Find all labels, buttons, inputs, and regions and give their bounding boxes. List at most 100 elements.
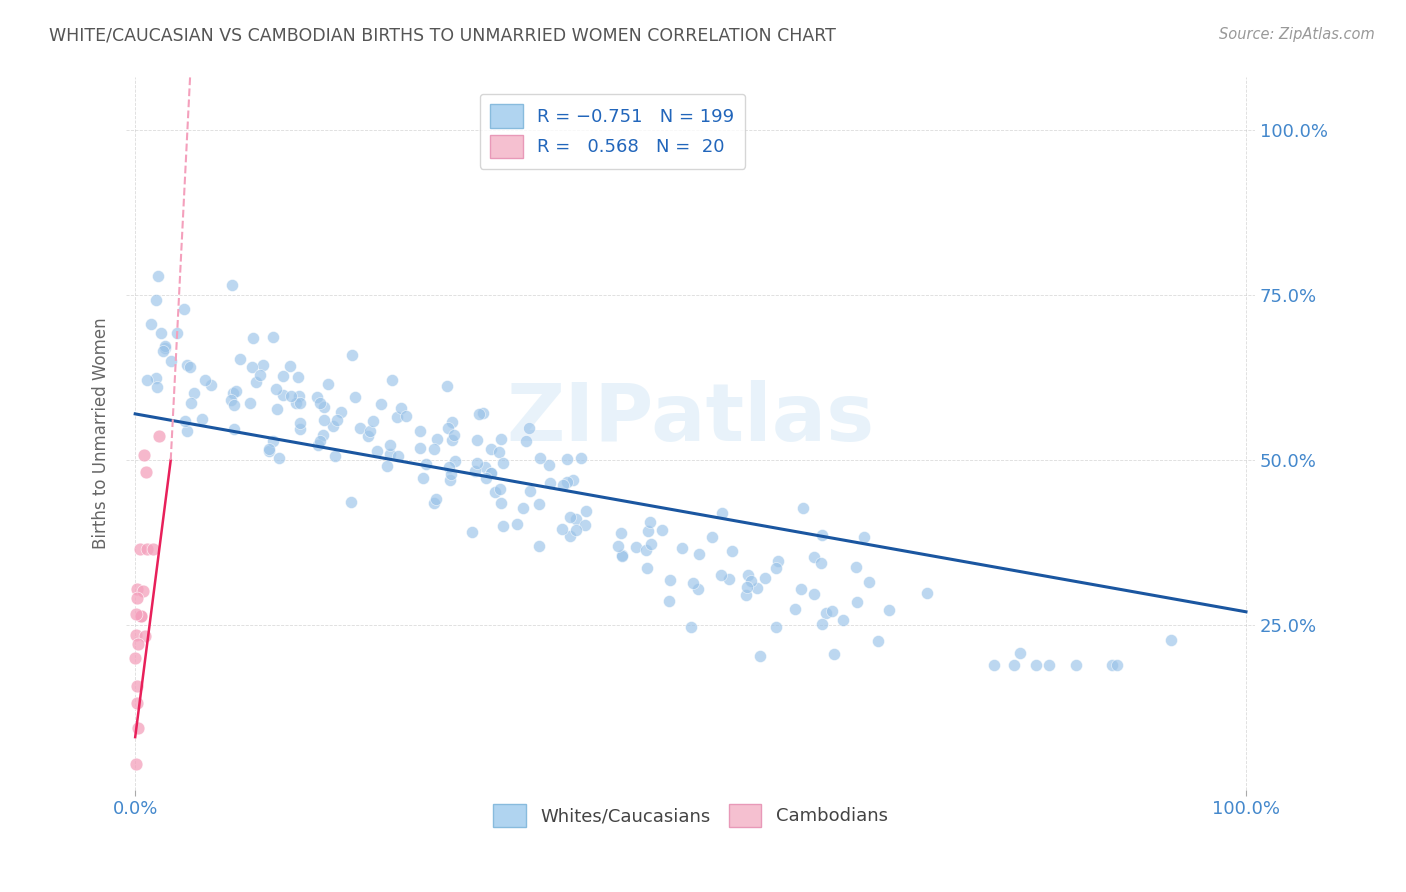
Point	[128, 541, 150, 556]
Point	[340, 348, 363, 362]
Point	[671, 541, 693, 555]
Point	[222, 397, 245, 411]
Point	[127, 582, 149, 597]
Point	[474, 471, 496, 485]
Point	[558, 529, 581, 543]
Point	[700, 530, 723, 544]
Point	[194, 373, 217, 387]
Point	[370, 397, 392, 411]
Point	[132, 584, 155, 599]
Point	[222, 386, 245, 401]
Point	[262, 329, 284, 343]
Point	[803, 549, 825, 564]
Point	[844, 560, 866, 574]
Point	[564, 512, 586, 526]
Point	[135, 466, 157, 480]
Point	[412, 471, 434, 485]
Point	[166, 326, 188, 341]
Point	[768, 554, 790, 568]
Point	[737, 568, 759, 582]
Point	[1008, 646, 1031, 660]
Point	[686, 582, 709, 597]
Point	[721, 543, 744, 558]
Point	[1101, 657, 1123, 672]
Point	[380, 438, 402, 452]
Point	[176, 425, 198, 439]
Point	[146, 380, 169, 394]
Point	[754, 571, 776, 585]
Point	[366, 444, 388, 458]
Point	[136, 373, 159, 387]
Point	[823, 648, 845, 662]
Point	[307, 438, 329, 452]
Point	[316, 377, 339, 392]
Point	[425, 491, 447, 506]
Point	[640, 537, 662, 551]
Point	[479, 466, 502, 480]
Point	[280, 389, 302, 403]
Point	[415, 457, 437, 471]
Point	[242, 331, 264, 345]
Point	[492, 518, 515, 533]
Point	[145, 293, 167, 307]
Point	[610, 548, 633, 562]
Point	[1160, 632, 1182, 647]
Point	[553, 478, 575, 492]
Point	[267, 450, 290, 465]
Point	[852, 530, 875, 544]
Point	[287, 370, 309, 384]
Point	[444, 454, 467, 468]
Point	[439, 460, 461, 475]
Point	[790, 582, 813, 596]
Point	[343, 391, 366, 405]
Point	[340, 494, 363, 508]
Point	[437, 420, 460, 434]
Point	[271, 368, 294, 383]
Point	[659, 574, 682, 588]
Text: Source: ZipAtlas.com: Source: ZipAtlas.com	[1219, 27, 1375, 42]
Point	[537, 458, 560, 473]
Point	[569, 450, 592, 465]
Point	[610, 526, 633, 541]
Point	[740, 574, 762, 588]
Point	[153, 338, 176, 352]
Point	[264, 383, 287, 397]
Point	[515, 434, 537, 448]
Point	[124, 650, 146, 665]
Point	[810, 528, 832, 542]
Point	[273, 388, 295, 402]
Point	[810, 557, 832, 571]
Point	[409, 424, 432, 438]
Point	[1064, 657, 1087, 672]
Point	[127, 721, 149, 735]
Point	[387, 450, 409, 464]
Point	[512, 501, 534, 516]
Point	[132, 448, 155, 462]
Point	[259, 444, 281, 458]
Point	[792, 501, 814, 516]
Point	[173, 301, 195, 316]
Point	[330, 405, 353, 419]
Point	[636, 561, 658, 575]
Point	[148, 269, 170, 284]
Point	[484, 485, 506, 500]
Text: WHITE/CAUCASIAN VS CAMBODIAN BIRTHS TO UNMARRIED WOMEN CORRELATION CHART: WHITE/CAUCASIAN VS CAMBODIAN BIRTHS TO U…	[49, 27, 837, 45]
Point	[877, 603, 900, 617]
Point	[710, 567, 733, 582]
Legend: Whites/Caucasians, Cambodians: Whites/Caucasians, Cambodians	[486, 797, 894, 834]
Point	[640, 516, 662, 530]
Point	[440, 415, 463, 429]
Point	[436, 379, 458, 393]
Point	[735, 580, 758, 594]
Point	[180, 395, 202, 409]
Point	[222, 421, 245, 435]
Point	[574, 518, 596, 533]
Point	[426, 432, 449, 446]
Point	[288, 416, 311, 430]
Point	[467, 456, 489, 470]
Text: ZIPatlas: ZIPatlas	[506, 380, 875, 458]
Point	[179, 360, 201, 375]
Point	[465, 433, 488, 447]
Point	[565, 523, 588, 537]
Point	[287, 389, 309, 403]
